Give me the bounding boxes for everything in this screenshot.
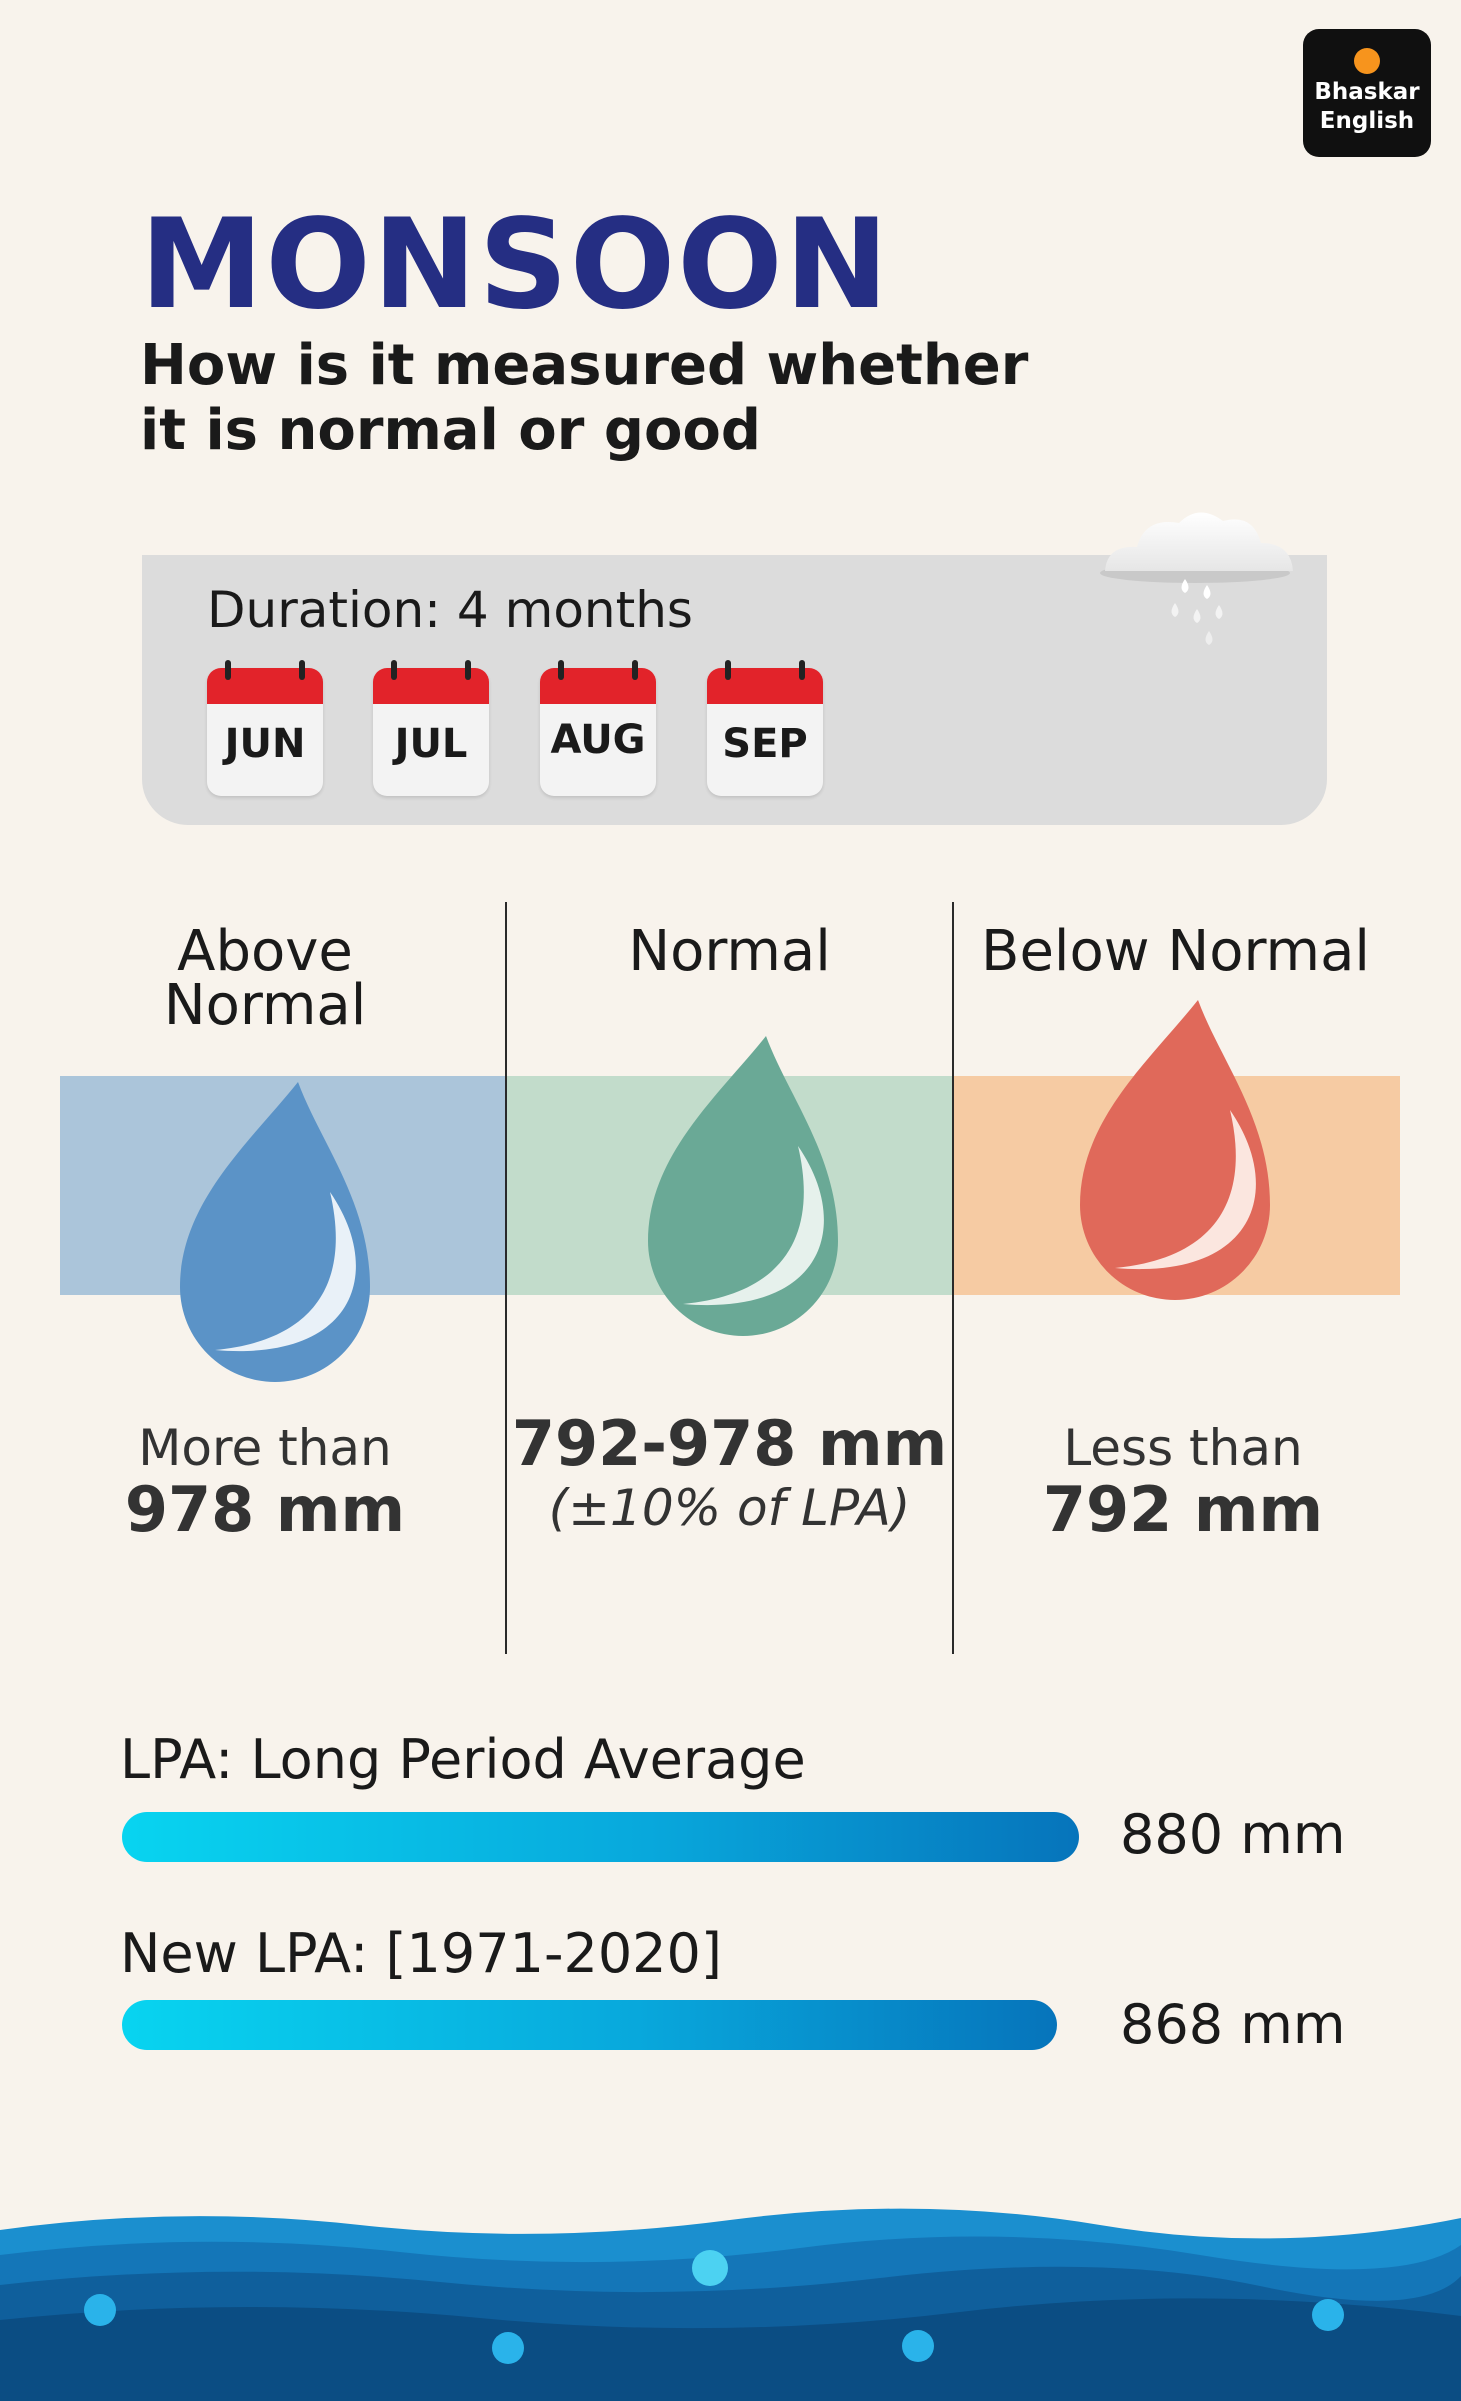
subtitle-line-1: How is it measured whether [140,333,1029,398]
calendar-month: JUL [394,721,468,767]
calendar-aug: AUG [540,660,656,796]
column-divider [505,902,507,1654]
desc-above-normal: More than 978 mm [124,1419,406,1546]
desc-normal: 792-978 mm (±10% of LPA) [511,1407,948,1538]
logo-sun-icon [1354,48,1380,74]
label-above-normal: Above Normal [163,919,367,1038]
new-lpa-label: New LPA: [1971-2020] [120,1922,722,1985]
new-lpa-value: 868 mm [1120,1993,1346,2056]
label-normal: Normal [628,919,831,984]
lpa-bar [122,1812,1079,1862]
rain-cloud-icon [1100,512,1293,645]
label-below-normal: Below Normal [981,919,1370,984]
water-drop-icon [648,1036,838,1336]
column-divider [952,902,954,1654]
page-subtitle: How is it measured whether it is normal … [140,333,1040,463]
calendar-jun: JUN [207,660,323,796]
desc-below-normal: Less than 792 mm [1042,1419,1324,1546]
calendar-month: JUN [224,721,306,767]
calendar-sep: SEP [707,660,823,796]
lpa-value: 880 mm [1120,1803,1346,1866]
calendar-month: AUG [550,717,646,763]
subtitle-line-2: it is normal or good [140,398,761,463]
ocean-waves-decoration [0,2208,1461,2401]
water-drop-icon [180,1082,370,1382]
lpa-label: LPA: Long Period Average [120,1728,806,1791]
logo-text: Bhaskar English [1303,78,1431,136]
logo-line-1: Bhaskar [1314,79,1420,105]
new-lpa-bar [122,2000,1057,2050]
water-drop-icon [1080,1000,1270,1300]
calendar-jul: JUL [373,660,489,796]
logo-line-2: English [1319,108,1415,134]
page-title: MONSOON [140,193,891,337]
duration-label: Duration: 4 months [207,581,693,639]
calendar-month: SEP [722,721,808,767]
